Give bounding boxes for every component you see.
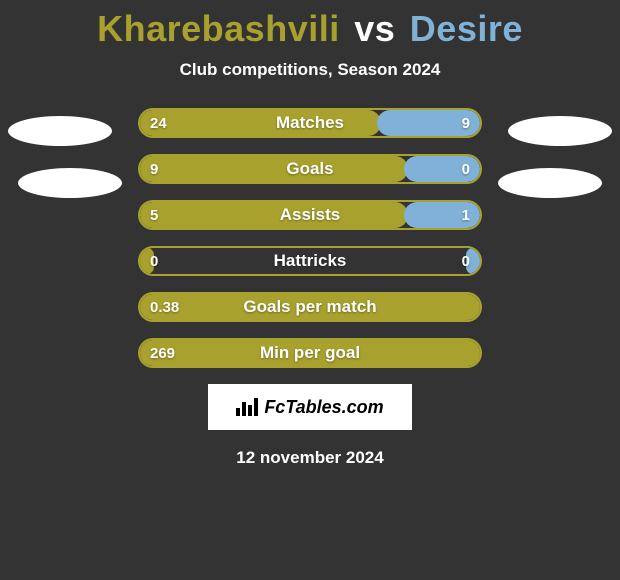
stat-bar-right (404, 156, 480, 182)
player2-shape-1 (508, 116, 612, 146)
stat-bar-left (140, 248, 154, 274)
player2-shape-2 (498, 168, 602, 198)
stat-row: 269Min per goal (138, 338, 482, 368)
stat-row: 0.38Goals per match (138, 292, 482, 322)
stat-row: 90Goals (138, 154, 482, 184)
stat-bar-left (140, 156, 408, 182)
stat-row: 249Matches (138, 108, 482, 138)
stat-bar-left (140, 294, 482, 320)
branding-badge: FcTables.com (208, 384, 412, 430)
subtitle: Club competitions, Season 2024 (0, 60, 620, 80)
stat-row: 51Assists (138, 200, 482, 230)
stat-row: 00Hattricks (138, 246, 482, 276)
stat-bar-right (404, 202, 480, 228)
player1-shape-1 (8, 116, 112, 146)
player1-shape-2 (18, 168, 122, 198)
branding-text: FcTables.com (264, 397, 383, 418)
title-player1: Kharebashvili (97, 8, 340, 49)
page-title: Kharebashvili vs Desire (0, 0, 620, 50)
stat-bar-left (140, 202, 408, 228)
stat-bar-right (377, 110, 480, 136)
stat-bar-left (140, 110, 381, 136)
stat-label: Hattricks (140, 248, 480, 274)
title-player2: Desire (410, 8, 523, 49)
comparison-chart: 249Matches 90Goals 51Assists 00Hattricks 0.3… (0, 108, 620, 368)
stat-bar-left (140, 340, 482, 366)
date-line: 12 november 2024 (0, 448, 620, 468)
bar-chart-icon (236, 398, 258, 416)
stat-bar-right (466, 248, 480, 274)
title-vs: vs (354, 8, 395, 49)
stat-bars: 249Matches 90Goals 51Assists 00Hattricks 0.3… (138, 108, 482, 368)
